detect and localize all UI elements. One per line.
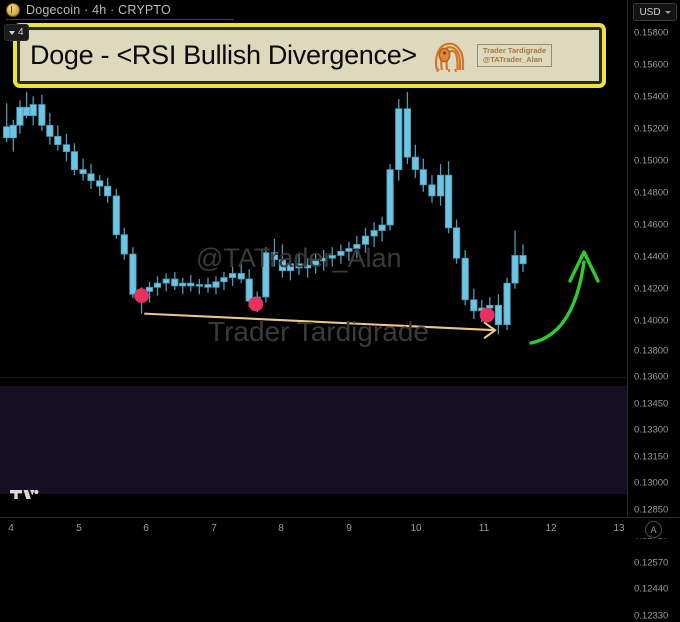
- price-tick: 0.14200: [634, 283, 669, 295]
- time-axis[interactable]: 4 5 6 7 8 9 10 11 12 13 A: [0, 517, 680, 538]
- symbol-bar: Dogecoin · 4h · CRYPTO: [0, 0, 634, 20]
- price-tick: 0.15400: [634, 91, 669, 103]
- currency-label: USD: [639, 6, 661, 18]
- chevron-down-icon: [664, 10, 671, 14]
- tardigrade-logo-icon: [429, 39, 469, 73]
- author-badge-handle: @TATrader_Alan: [482, 54, 543, 64]
- author-badge: Trader Tardigrade @TATrader_Alan: [476, 43, 553, 68]
- interval-chip-label: 4: [18, 27, 24, 38]
- time-tick: 13: [613, 523, 625, 534]
- price-tick: 0.14800: [634, 187, 669, 199]
- time-tick: 5: [76, 523, 82, 534]
- time-tick: 6: [143, 523, 149, 534]
- price-tick: 0.15000: [634, 155, 669, 167]
- time-tick: 9: [346, 523, 352, 534]
- time-tick: 10: [410, 523, 422, 534]
- dogecoin-coin-icon: [6, 3, 20, 17]
- time-tick: 12: [545, 523, 557, 534]
- rsi-band: [0, 386, 628, 494]
- price-tick: 0.14400: [634, 251, 669, 263]
- author-badge-name: Trader Tardigrade: [482, 45, 547, 55]
- price-tick: 0.13600: [634, 371, 669, 383]
- rsi-pane[interactable]: [0, 378, 628, 518]
- price-tick: 0.12850: [634, 504, 669, 516]
- pane-separator[interactable]: [0, 377, 628, 378]
- time-tick: 4: [8, 523, 14, 534]
- price-tick: 0.13150: [634, 451, 669, 463]
- price-candles-svg: [3, 92, 600, 345]
- price-tick: 0.13450: [634, 398, 669, 410]
- price-tick: 0.13300: [634, 424, 669, 436]
- banner-title-text: Doge - <RSI Bullish Divergence>: [30, 40, 417, 70]
- price-tick: 0.15600: [634, 59, 669, 71]
- price-tick: 0.13800: [634, 345, 669, 357]
- price-tick: 0.12440: [634, 583, 669, 595]
- price-tick: 0.14600: [634, 219, 669, 231]
- price-tick: 0.12570: [634, 557, 669, 569]
- time-tick: 8: [278, 523, 284, 534]
- price-pane[interactable]: [0, 0, 628, 378]
- currency-button[interactable]: USD: [633, 3, 677, 21]
- price-tick: 0.12330: [634, 610, 669, 622]
- symbol-underline: [6, 19, 234, 20]
- tradingview-logo-icon: [10, 486, 40, 500]
- price-tick: 0.14000: [634, 315, 669, 327]
- price-tick: 0.15800: [634, 27, 669, 39]
- price-tick: 0.15200: [634, 123, 669, 135]
- interval-chip[interactable]: 4: [4, 24, 29, 41]
- price-tick: 0.13000: [634, 477, 669, 489]
- title-banner: Doge - <RSI Bullish Divergence> Trader T…: [17, 27, 602, 84]
- time-tick: 11: [478, 523, 490, 534]
- symbol-title[interactable]: Dogecoin · 4h · CRYPTO: [26, 3, 171, 17]
- auto-scale-button[interactable]: A: [645, 521, 662, 538]
- chevron-down-icon: [9, 30, 15, 35]
- price-axis[interactable]: USD 0.15800 0.15600 0.15400 0.15200 0.15000 0…: [627, 0, 680, 622]
- time-tick: 7: [211, 523, 217, 534]
